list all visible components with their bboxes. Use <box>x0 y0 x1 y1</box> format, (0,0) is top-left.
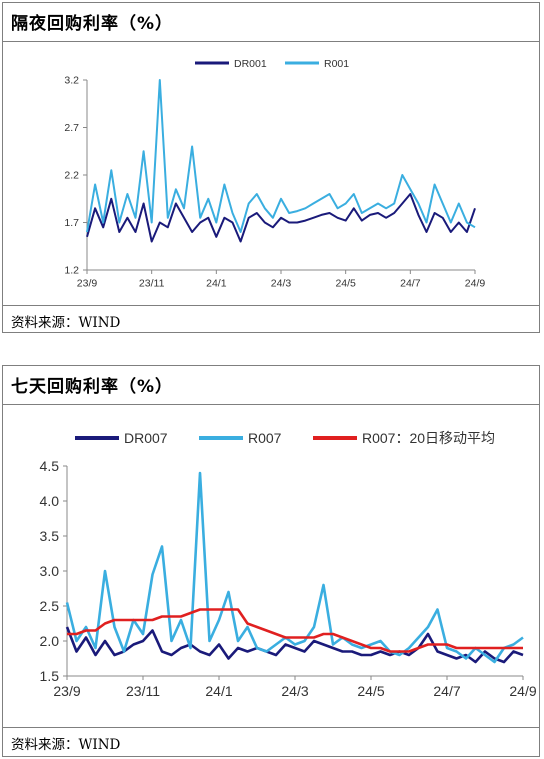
x-tick-label: 24/5 <box>357 683 384 699</box>
title-divider <box>3 404 539 405</box>
source-divider <box>3 305 539 306</box>
legend-label: R007：20日移动平均 <box>362 430 495 446</box>
y-tick-label: 3.5 <box>40 528 60 544</box>
y-tick-label: 2.0 <box>40 633 60 649</box>
series-line-3 <box>67 608 523 653</box>
x-tick-label: 23/11 <box>139 278 165 290</box>
x-tick-label: 24/3 <box>281 683 308 699</box>
seven-day-repo-panel: 七天回购利率（%） 1.5 2.0 2.5 3.0 3.5 4.0 4.5 23/9 23/11… <box>2 365 540 757</box>
series-line-2 <box>86 79 476 233</box>
x-tick-label: 24/5 <box>335 278 356 290</box>
x-tick-label: 23/9 <box>77 278 98 290</box>
x-tick-label: 23/11 <box>126 683 160 699</box>
y-tick-label: 4.5 <box>40 458 60 474</box>
series-line-1 <box>86 193 476 243</box>
y-tick-label: 4.0 <box>40 493 60 509</box>
legend-label: DR007 <box>124 430 168 446</box>
x-tick-label: 24/1 <box>206 278 227 290</box>
title-divider <box>3 41 539 42</box>
overnight-repo-panel: 隔夜回购利率（%） 1.2 1.7 2.2 2.7 3.2 23/9 23/11 24/1 24… <box>2 2 540 333</box>
x-tick-label: 24/9 <box>465 278 486 290</box>
series-line-2 <box>65 471 524 664</box>
source-note: 资料来源：WIND <box>11 737 121 753</box>
y-tick-label: 1.7 <box>64 217 79 229</box>
overnight-repo-chart: 1.2 1.7 2.2 2.7 3.2 23/9 23/11 24/1 24/3 24/5 24/7… <box>64 58 486 290</box>
y-tick-label: 1.2 <box>64 265 79 277</box>
y-tick-label: 1.5 <box>40 668 60 684</box>
x-tick-label: 24/1 <box>205 683 232 699</box>
y-tick-label: 2.7 <box>64 122 79 134</box>
x-tick-label: 24/7 <box>400 278 421 290</box>
legend-label: R007 <box>248 430 282 446</box>
y-tick-label: 3.2 <box>64 75 79 87</box>
chart-title: 隔夜回购利率（%） <box>11 14 174 34</box>
source-divider <box>3 727 539 728</box>
seven-day-repo-chart: 1.5 2.0 2.5 3.0 3.5 4.0 4.5 23/9 23/11 24/1 24/3 24… <box>40 430 537 699</box>
series-line-1 <box>65 626 524 664</box>
x-tick-label: 24/9 <box>509 683 536 699</box>
x-tick-label: 24/7 <box>433 683 460 699</box>
source-note: 资料来源：WIND <box>11 315 121 331</box>
y-tick-label: 2.5 <box>40 598 60 614</box>
legend-label: R001 <box>324 58 349 70</box>
chart-title: 七天回购利率（%） <box>11 377 174 397</box>
legend-label: DR001 <box>234 58 267 70</box>
y-tick-label: 2.2 <box>64 170 79 182</box>
x-tick-label: 24/3 <box>271 278 292 290</box>
y-tick-label: 3.0 <box>40 563 60 579</box>
x-tick-label: 23/9 <box>53 683 80 699</box>
